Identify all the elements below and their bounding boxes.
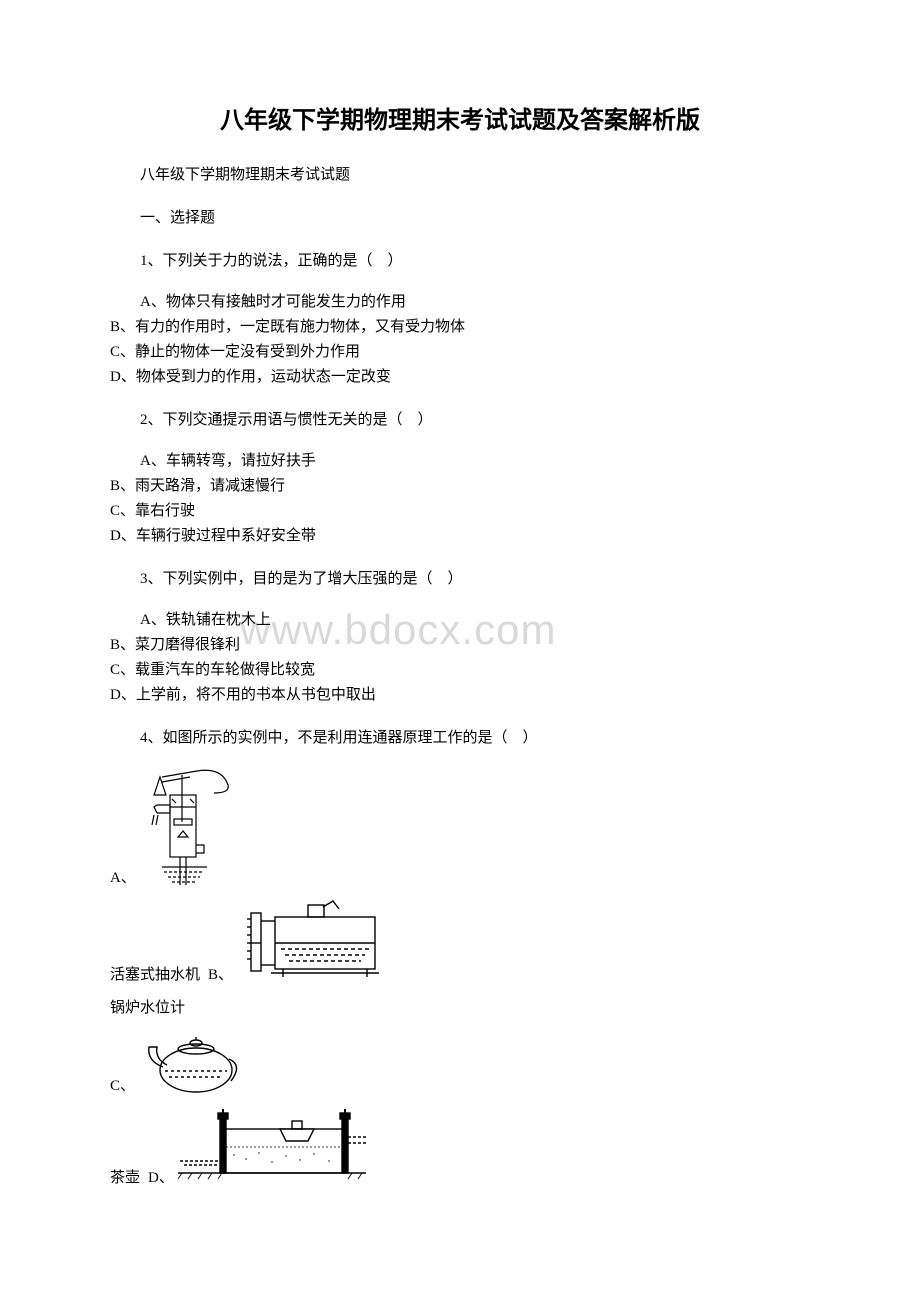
q4-figure-b (233, 899, 383, 984)
q3-option-c: C、载重汽车的车轮做得比较宽 (110, 658, 810, 679)
q2-option-c: C、靠右行驶 (110, 499, 810, 520)
q3-stem: 3、下列实例中，目的是为了增大压强的是（ ） (110, 567, 810, 588)
q4-a-caption: 活塞式抽水机 (110, 963, 200, 984)
q2-option-a: A、车辆转弯，请拉好扶手 (110, 449, 810, 470)
q4-row-b: 活塞式抽水机 B、 (110, 899, 810, 984)
q4-row-d: 茶壶 D、 (110, 1107, 810, 1187)
q4-figure-c (141, 1025, 251, 1095)
q4-c-prefix: C、 (110, 1074, 135, 1095)
q2-option-d: D、车辆行驶过程中系好安全带 (110, 524, 810, 545)
q2-option-b: B、雨天路滑，请减速慢行 (110, 474, 810, 495)
q4-c-caption: 茶壶 (110, 1166, 140, 1187)
q3-option-d: D、上学前，将不用的书本从书包中取出 (110, 683, 810, 704)
q1-option-d: D、物体受到力的作用，运动状态一定改变 (110, 365, 810, 386)
q1-stem: 1、下列关于力的说法，正确的是（ ） (110, 249, 810, 270)
q4-row-a: A、 (110, 767, 810, 887)
q2-stem: 2、下列交通提示用语与惯性无关的是（ ） (110, 408, 810, 429)
q4-b-caption: 锅炉水位计 (110, 996, 810, 1017)
q1-option-b: B、有力的作用时，一定既有施力物体，又有受力物体 (110, 315, 810, 336)
q4-figure-d (174, 1107, 369, 1187)
page-title: 八年级下学期物理期末考试试题及答案解析版 (110, 100, 810, 135)
q3-option-b: B、菜刀磨得很锋利 (110, 633, 810, 654)
subtitle: 八年级下学期物理期末考试试题 (110, 163, 810, 184)
q4-a-prefix: A、 (110, 866, 136, 887)
q4-d-prefix: D、 (148, 1166, 174, 1187)
section-heading: 一、选择题 (110, 206, 810, 227)
q1-option-c: C、静止的物体一定没有受到外力作用 (110, 340, 810, 361)
q3-option-a: A、铁轨铺在枕木上 (110, 608, 810, 629)
q4-stem: 4、如图所示的实例中，不是利用连通器原理工作的是（ ） (110, 726, 810, 747)
q1-option-a: A、物体只有接触时才可能发生力的作用 (110, 290, 810, 311)
q4-row-c: C、 (110, 1025, 810, 1095)
q4-b-prefix: B、 (208, 963, 233, 984)
q4-figure-a (142, 767, 237, 887)
